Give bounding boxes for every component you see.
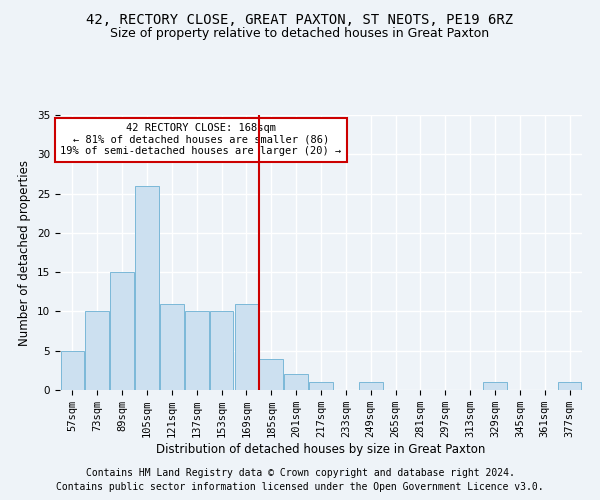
- Bar: [61, 350, 84, 390]
- Bar: [309, 382, 333, 390]
- Bar: [483, 382, 507, 390]
- Bar: [235, 304, 258, 390]
- X-axis label: Distribution of detached houses by size in Great Paxton: Distribution of detached houses by size …: [157, 443, 485, 456]
- Bar: [284, 374, 308, 390]
- Bar: [259, 358, 283, 390]
- Text: Contains public sector information licensed under the Open Government Licence v3: Contains public sector information licen…: [56, 482, 544, 492]
- Bar: [85, 312, 109, 390]
- Bar: [110, 272, 134, 390]
- Text: Contains HM Land Registry data © Crown copyright and database right 2024.: Contains HM Land Registry data © Crown c…: [86, 468, 514, 477]
- Text: 42, RECTORY CLOSE, GREAT PAXTON, ST NEOTS, PE19 6RZ: 42, RECTORY CLOSE, GREAT PAXTON, ST NEOT…: [86, 12, 514, 26]
- Text: Size of property relative to detached houses in Great Paxton: Size of property relative to detached ho…: [110, 28, 490, 40]
- Bar: [160, 304, 184, 390]
- Text: 42 RECTORY CLOSE: 168sqm
← 81% of detached houses are smaller (86)
19% of semi-d: 42 RECTORY CLOSE: 168sqm ← 81% of detach…: [61, 123, 341, 156]
- Bar: [359, 382, 383, 390]
- Bar: [558, 382, 581, 390]
- Bar: [135, 186, 159, 390]
- Bar: [210, 312, 233, 390]
- Bar: [185, 312, 209, 390]
- Y-axis label: Number of detached properties: Number of detached properties: [19, 160, 31, 346]
